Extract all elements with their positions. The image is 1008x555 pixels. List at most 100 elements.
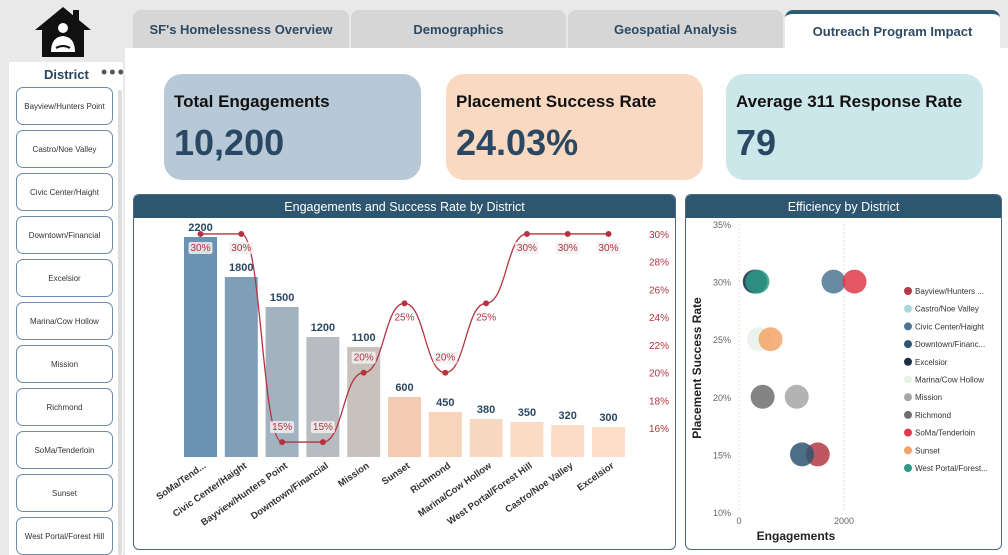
line-label-bg bbox=[555, 241, 580, 254]
slicer-item[interactable]: Marina/Cow Hollow bbox=[16, 302, 113, 340]
line-point bbox=[523, 230, 530, 237]
line-value-label: 30% bbox=[558, 243, 578, 254]
tab-overview[interactable]: SF's Homelessness Overview bbox=[133, 10, 349, 48]
slicer-item[interactable]: Downtown/Financial bbox=[16, 216, 113, 254]
line-value-label: 20% bbox=[435, 353, 455, 364]
slicer-item[interactable]: SoMa/Tenderloin bbox=[16, 431, 113, 469]
legend-label: SoMa/Tenderloin bbox=[915, 429, 975, 438]
line-label-bg bbox=[310, 421, 335, 434]
combo-chart-panel: Engagements and Success Rate by District… bbox=[133, 194, 676, 550]
bar bbox=[469, 419, 503, 457]
bar-value-label: 350 bbox=[518, 407, 536, 419]
line-point bbox=[401, 300, 408, 307]
line-label-bg bbox=[596, 241, 621, 254]
y2-tick-label: 24% bbox=[649, 313, 669, 324]
bar-value-label: 450 bbox=[436, 397, 454, 409]
line-value-label: 25% bbox=[476, 312, 496, 323]
scatter-point bbox=[758, 327, 783, 352]
line-point bbox=[564, 230, 571, 237]
x-tick-label: Mission bbox=[336, 460, 371, 489]
line-value-label: 30% bbox=[517, 243, 537, 254]
scatter-point bbox=[784, 384, 809, 409]
kpi-value: 24.03% bbox=[456, 122, 579, 163]
tab-demographics[interactable]: Demographics bbox=[351, 10, 566, 48]
y2-tick-label: 26% bbox=[649, 285, 669, 296]
bar bbox=[347, 347, 381, 457]
slicer-item[interactable]: Bayview/Hunters Point bbox=[16, 87, 113, 125]
chart-title: Efficiency by District bbox=[686, 195, 1001, 218]
line-label-bg bbox=[270, 421, 295, 434]
slicer-item[interactable]: Castro/Noe Valley bbox=[16, 130, 113, 168]
line-value-label: 20% bbox=[354, 353, 374, 364]
line-value-label: 25% bbox=[394, 312, 414, 323]
bar bbox=[428, 412, 462, 457]
legend-marker bbox=[904, 322, 912, 331]
x-tick-label: Excelsior bbox=[575, 460, 616, 493]
legend-marker bbox=[904, 446, 912, 455]
line-point bbox=[319, 439, 326, 446]
slicer-item[interactable]: Civic Center/Haight bbox=[16, 173, 113, 211]
legend-marker bbox=[904, 410, 912, 419]
line-point bbox=[360, 369, 367, 376]
x-tick-label: Sunset bbox=[380, 460, 413, 488]
line-point bbox=[605, 230, 612, 237]
x-tick-label: Downtown/Financial bbox=[249, 460, 331, 522]
line-label-bg bbox=[229, 241, 254, 254]
legend-marker bbox=[904, 464, 912, 472]
x-tick-label: 0 bbox=[736, 516, 741, 526]
slicer-item[interactable]: Sunset bbox=[16, 474, 113, 512]
kpi-title: Placement Success Rate bbox=[456, 92, 657, 111]
legend-marker bbox=[904, 357, 912, 366]
line-label-bg bbox=[433, 351, 458, 364]
legend-label: Excelsior bbox=[915, 358, 948, 367]
legend-marker bbox=[904, 304, 912, 313]
scatter-point bbox=[842, 269, 867, 294]
y-tick-label: 10% bbox=[713, 508, 731, 518]
slicer-title: District bbox=[44, 67, 89, 82]
bar bbox=[551, 425, 585, 457]
slicer-item[interactable]: Mission bbox=[16, 345, 113, 383]
kpi-value: 10,200 bbox=[174, 122, 285, 163]
scatter-point bbox=[750, 384, 775, 409]
slicer-item[interactable]: Excelsior bbox=[16, 259, 113, 297]
bar-value-label: 1200 bbox=[311, 322, 335, 334]
legend-label: Marina/Cow Hollow bbox=[915, 376, 984, 385]
tab-geospatial[interactable]: Geospatial Analysis bbox=[568, 10, 783, 48]
legend-label: Castro/Noe Valley bbox=[915, 305, 979, 314]
bar bbox=[224, 277, 258, 457]
line-label-bg bbox=[188, 241, 213, 254]
scatter-point bbox=[821, 269, 846, 294]
legend-label: West Portal/Forest... bbox=[915, 464, 988, 473]
line-value-label: 30% bbox=[231, 243, 251, 254]
y2-tick-label: 28% bbox=[649, 258, 669, 269]
y-tick-label: 25% bbox=[713, 335, 731, 345]
bar bbox=[592, 427, 625, 457]
bar bbox=[184, 237, 217, 457]
legend-label: Downtown/Financ... bbox=[915, 340, 985, 349]
y-tick-label: 15% bbox=[713, 450, 731, 460]
scatter-point bbox=[790, 442, 814, 467]
line-point bbox=[238, 230, 245, 237]
bar-value-label: 300 bbox=[599, 412, 617, 424]
legend-marker bbox=[904, 428, 912, 437]
legend-label: Richmond bbox=[915, 411, 951, 420]
bar-value-label: 600 bbox=[395, 382, 413, 394]
slicer-scrollbar[interactable] bbox=[118, 90, 122, 555]
line-point bbox=[279, 439, 286, 446]
slicer-item[interactable]: West Portal/Forest Hill bbox=[16, 517, 113, 555]
tab-outreach-impact[interactable]: Outreach Program Impact bbox=[785, 10, 1000, 48]
legend-marker bbox=[904, 287, 912, 295]
y2-tick-label: 30% bbox=[649, 230, 669, 241]
y-tick-label: 30% bbox=[713, 278, 731, 288]
bar bbox=[306, 337, 340, 457]
x-tick-label: Castro/Noe Valley bbox=[503, 460, 576, 515]
y-axis-title: Placement Success Rate bbox=[690, 297, 704, 439]
x-tick-label: 2000 bbox=[834, 516, 854, 526]
bar-value-label: 1500 bbox=[270, 292, 294, 304]
slicer-item[interactable]: Richmond bbox=[16, 388, 113, 426]
bar-value-label: 1100 bbox=[352, 332, 376, 344]
bar bbox=[265, 307, 299, 457]
line-point bbox=[442, 369, 449, 376]
more-options-icon[interactable]: ••• bbox=[101, 62, 126, 82]
